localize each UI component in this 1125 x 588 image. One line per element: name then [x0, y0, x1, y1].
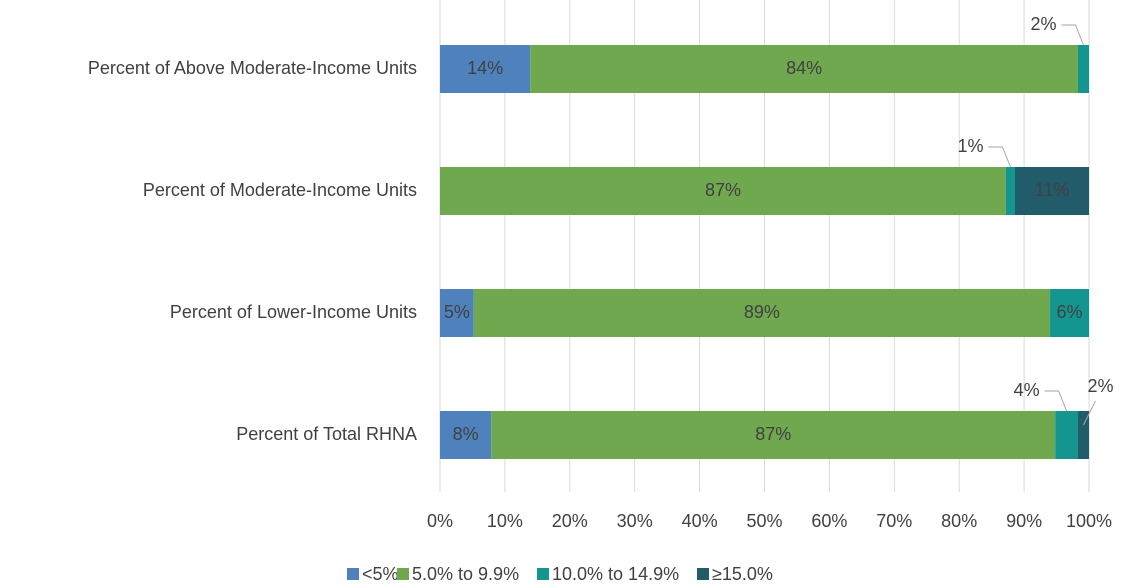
category-label: Percent of Moderate-Income Units	[143, 180, 417, 200]
bar-segment	[1077, 411, 1089, 459]
x-tick-label: 90%	[1006, 511, 1042, 531]
x-tick-label: 10%	[487, 511, 523, 531]
bar-segment	[1015, 167, 1089, 215]
x-tick-label: 0%	[427, 511, 453, 531]
legend-label: ≥15.0%	[712, 564, 773, 584]
data-label: 87%	[755, 424, 791, 444]
x-tick-label: 30%	[617, 511, 653, 531]
bar-segment	[1077, 45, 1089, 93]
bar-segment	[473, 289, 1051, 337]
bar-segment	[440, 411, 492, 459]
data-label: 2%	[1087, 376, 1113, 396]
category-label: Percent of Lower-Income Units	[170, 302, 417, 322]
data-label: 84%	[786, 58, 822, 78]
data-label: 87%	[705, 180, 741, 200]
data-label: 89%	[744, 302, 780, 322]
x-tick-label: 70%	[876, 511, 912, 531]
data-label: 8%	[453, 424, 479, 444]
bar-segment	[530, 45, 1078, 93]
bar-segment	[440, 45, 531, 93]
legend-label: <5%	[362, 564, 399, 584]
bar-segment	[1050, 289, 1089, 337]
legend-swatch	[537, 568, 549, 580]
x-tick-label: 40%	[682, 511, 718, 531]
x-tick-label: 80%	[941, 511, 977, 531]
data-label: 11%	[1035, 180, 1070, 200]
category-label: Percent of Above Moderate-Income Units	[88, 58, 417, 78]
data-label: 2%	[1030, 14, 1056, 34]
category-label: Percent of Total RHNA	[236, 424, 417, 444]
data-label: 6%	[1057, 302, 1083, 322]
legend-label: 5.0% to 9.9%	[412, 564, 519, 584]
x-tick-label: 100%	[1066, 511, 1112, 531]
legend-label: 10.0% to 14.9%	[552, 564, 679, 584]
bar-segment	[1005, 167, 1016, 215]
leader-line	[988, 146, 1011, 168]
data-label: 1%	[957, 136, 983, 156]
legend-swatch	[347, 568, 359, 580]
data-label: 5%	[444, 302, 470, 322]
leader-line	[1044, 390, 1068, 412]
leader-line	[1061, 24, 1084, 46]
x-tick-label: 20%	[552, 511, 588, 531]
x-tick-label: 50%	[746, 511, 782, 531]
data-label: 14%	[467, 58, 503, 78]
legend-swatch	[397, 568, 409, 580]
bar-segment	[1055, 411, 1078, 459]
data-label: 4%	[1014, 380, 1040, 400]
bar-segment	[440, 289, 474, 337]
leader-line	[1083, 400, 1096, 426]
legend-swatch	[697, 568, 709, 580]
x-tick-label: 60%	[811, 511, 847, 531]
bar-segment	[491, 411, 1056, 459]
bar-segment	[440, 167, 1006, 215]
